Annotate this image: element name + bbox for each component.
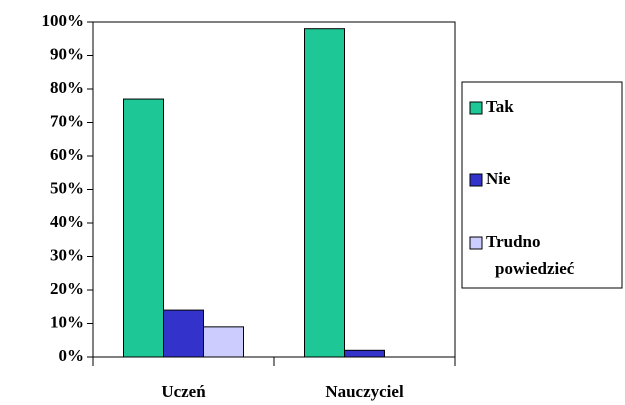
x-tick-label: Uczeń bbox=[161, 382, 206, 401]
y-tick-label: 90% bbox=[50, 44, 84, 63]
legend-box bbox=[461, 81, 623, 289]
bar bbox=[203, 326, 244, 358]
y-tick-label: 30% bbox=[50, 245, 84, 264]
bar bbox=[344, 349, 385, 358]
y-tick-label: 40% bbox=[50, 212, 84, 231]
legend-swatch bbox=[469, 101, 483, 115]
y-tick-label: 80% bbox=[50, 78, 84, 97]
y-tick-label: 70% bbox=[50, 111, 84, 130]
bar bbox=[304, 28, 345, 358]
y-tick-label: 60% bbox=[50, 145, 84, 164]
legend-swatch bbox=[469, 236, 483, 250]
legend-label: Trudno powiedzieć bbox=[486, 232, 575, 278]
bar bbox=[163, 309, 204, 358]
legend-swatch bbox=[469, 173, 483, 187]
y-tick-label: 0% bbox=[59, 346, 85, 365]
y-tick-label: 10% bbox=[50, 312, 84, 331]
x-tick-label: Nauczyciel bbox=[325, 382, 404, 401]
legend-label: Tak bbox=[486, 97, 514, 116]
y-tick-label: 50% bbox=[50, 178, 84, 197]
legend-label: Nie bbox=[486, 169, 511, 188]
y-tick-label: 100% bbox=[42, 11, 85, 30]
bar bbox=[123, 98, 164, 358]
y-tick-label: 20% bbox=[50, 279, 84, 298]
